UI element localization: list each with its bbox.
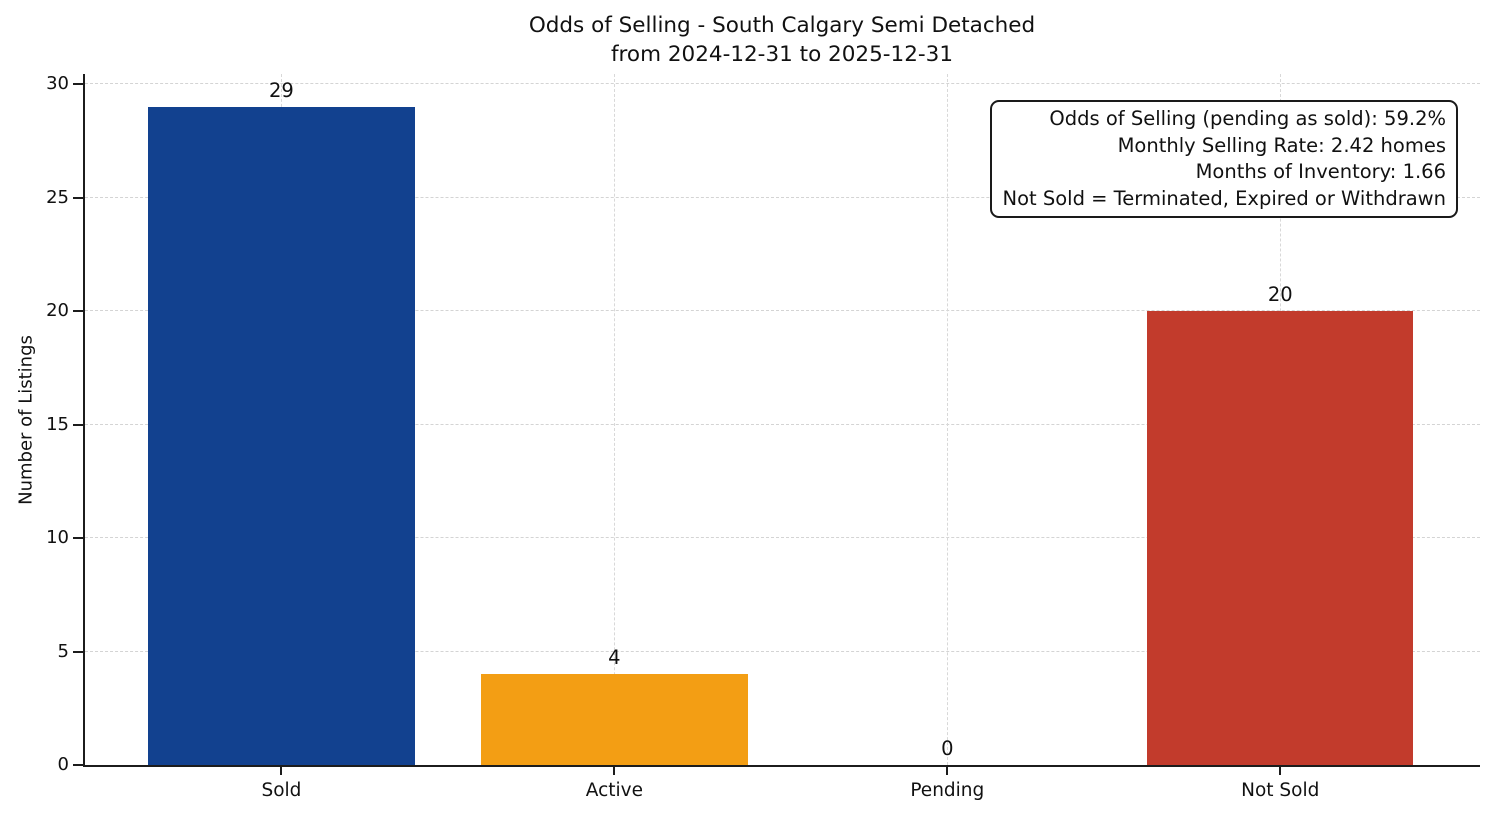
- h-gridline-20: [85, 310, 1480, 312]
- x-tick-label-pending: Pending: [910, 780, 985, 801]
- bar-value-label-pending: 0: [941, 737, 954, 760]
- x-tick-sold: [280, 767, 283, 775]
- h-gridline-5: [85, 650, 1480, 652]
- x-tick-active: [613, 767, 616, 775]
- v-gridline-active: [614, 74, 616, 765]
- chart-title: Odds of Selling - South Calgary Semi Det…: [529, 11, 1035, 69]
- y-tick-0: [73, 764, 83, 766]
- h-gridline-25: [85, 196, 1480, 198]
- y-tick-15: [73, 423, 83, 426]
- x-tick-label-sold: Sold: [261, 780, 302, 801]
- annotation-box: Odds of Selling (pending as sold): 59.2%…: [990, 100, 1458, 218]
- h-gridline-10: [85, 537, 1480, 539]
- annotation-line-odds: Odds of Selling (pending as sold): 59.2%: [1049, 107, 1446, 130]
- x-axis-line: [83, 765, 1480, 767]
- y-tick-label-10: 10: [46, 527, 69, 549]
- x-tick-label-active: Active: [585, 780, 643, 801]
- x-tick-not-sold: [1279, 767, 1282, 775]
- bar-value-label-sold: 29: [269, 78, 294, 102]
- y-tick-label-20: 20: [46, 300, 69, 322]
- y-tick-25: [73, 196, 83, 199]
- bar-value-label-not-sold: 20: [1267, 283, 1293, 307]
- y-tick-30: [73, 83, 83, 86]
- y-tick-label-5: 5: [57, 640, 69, 662]
- plot-area: 0 5 10 15 20 25 30 29 Sold 4 Active 0 Pending 20 Not S…: [46, 74, 1480, 801]
- y-tick-label-30: 30: [46, 73, 69, 95]
- x-tick-label-not-sold: Not Sold: [1241, 780, 1320, 801]
- annotation-line-notsold-def: Not Sold = Terminated, Expired or Withdr…: [1002, 186, 1446, 210]
- bar-value-label-active: 4: [608, 646, 621, 670]
- y-tick-5: [73, 650, 83, 653]
- y-tick-label-0: 0: [57, 754, 69, 775]
- v-gridline-pending: [947, 74, 949, 765]
- y-axis-label: Number of Listings: [15, 335, 37, 505]
- bar-sold: [148, 106, 415, 765]
- annotation-line-rate: Monthly Selling Rate: 2.42 homes: [1117, 133, 1446, 157]
- bar-active: [481, 674, 748, 765]
- chart-title-line1: Odds of Selling - South Calgary Semi Det…: [528, 13, 1036, 38]
- y-tick-label-25: 25: [46, 186, 69, 208]
- bar-not-sold: [1147, 311, 1414, 765]
- y-axis-line: [83, 74, 85, 765]
- annotation-line-inventory: Months of Inventory: 1.66: [1195, 160, 1446, 183]
- y-tick-20: [73, 310, 83, 313]
- y-tick-10: [73, 537, 83, 540]
- x-tick-pending: [946, 767, 949, 775]
- h-gridline-30: [85, 83, 1480, 85]
- y-tick-label-15: 15: [46, 413, 69, 435]
- h-gridline-15: [85, 423, 1480, 425]
- chart-title-line2: from 2024-12-31 to 2025-12-31: [610, 42, 954, 67]
